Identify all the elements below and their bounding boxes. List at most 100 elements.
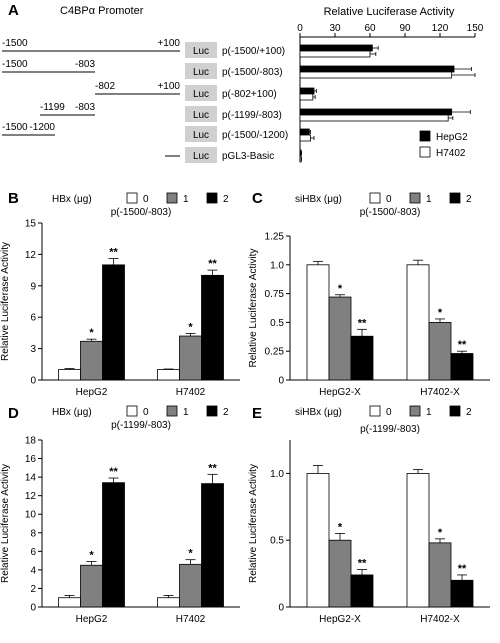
significance-mark: *: [338, 283, 343, 295]
luc-label: Luc: [193, 130, 209, 141]
bar-h7402-x-2: [450, 579, 474, 608]
legend-swatch-2: [449, 405, 461, 417]
y-tick-label: 12: [25, 250, 37, 261]
construct-right-label: -1200: [29, 122, 55, 133]
chart-a-title: Relative Luciferase Activity: [324, 6, 455, 18]
legend-label: 1: [183, 407, 189, 418]
y-axis-label: Relative Luciferase Activity: [0, 242, 11, 361]
category-label: HepG2: [76, 614, 108, 625]
legend-label: H7402: [436, 148, 466, 159]
legend-swatch-1: [409, 405, 421, 417]
bar-h7402-0: [157, 597, 180, 608]
chart-subtitle: p(-1500/-803): [360, 207, 421, 218]
bar-hepg2-x-2: [350, 574, 374, 608]
legend-label: 1: [183, 194, 189, 205]
bar-hepg2-0: [58, 597, 81, 608]
construct-right-label: -803: [75, 59, 95, 70]
legend-label: 2: [223, 407, 229, 418]
x-tick-label: 90: [399, 23, 411, 34]
promoter-title: C4BPα Promoter: [60, 5, 144, 17]
bar-hepg2-1: [80, 564, 103, 608]
construct-left-label: -1199: [40, 102, 65, 113]
panel-b: B HBx (μg) 0 1 2p(-1500/-803)03691215Relati…: [0, 190, 240, 398]
y-tick-label: 8: [30, 528, 36, 539]
legend-label: 2: [466, 407, 472, 418]
legend-label: 1: [426, 407, 432, 418]
category-label: HepG2: [76, 387, 108, 398]
bar-h7402-x-2: [450, 353, 474, 381]
bar-h7402: [299, 114, 449, 122]
bar-hepg2-0: [58, 369, 81, 381]
bar-hepg2: [299, 149, 302, 157]
construct-name: p(-1500/-803): [222, 67, 283, 78]
legend-label: 0: [143, 407, 149, 418]
significance-mark: **: [109, 466, 118, 478]
category-label: H7402: [176, 387, 206, 398]
construct-left-label: -1500: [2, 59, 28, 70]
significance-mark: *: [89, 327, 94, 339]
chart-subtitle: p(-1500/-803): [111, 207, 172, 218]
legend-swatch-1: [409, 192, 421, 204]
bar-hepg2-2: [102, 482, 125, 608]
legend-swatch-0: [126, 192, 138, 204]
category-label: H7402-X: [420, 614, 460, 625]
luc-label: Luc: [193, 67, 209, 78]
legend-swatch-0: [369, 192, 381, 204]
bar-h7402-x-0: [406, 472, 430, 608]
significance-mark: **: [358, 317, 367, 329]
panel-letter-c: C: [252, 190, 263, 207]
category-label: HepG2-X: [319, 387, 361, 398]
y-tick-label: 16: [25, 454, 37, 465]
significance-mark: *: [338, 522, 343, 534]
bar-hepg2: [299, 65, 455, 73]
y-tick-label: 0.25: [265, 347, 285, 358]
legend-label: 1: [426, 194, 432, 205]
significance-mark: **: [208, 462, 217, 474]
y-tick-label: 3: [30, 344, 36, 355]
y-tick-label: 2: [30, 584, 36, 595]
y-tick-label: 0: [278, 603, 284, 614]
luc-box: [185, 63, 217, 79]
legend-swatch-2: [449, 192, 461, 204]
legend-label: 0: [386, 194, 392, 205]
y-tick-label: 12: [25, 491, 37, 502]
bar-hepg2: [299, 44, 373, 52]
legend-swatch-0: [369, 405, 381, 417]
construct-right-label: -803: [75, 102, 95, 113]
treatment-label: HBx (μg): [52, 407, 92, 418]
luc-box: [185, 126, 217, 142]
bar-h7402-1: [179, 335, 202, 381]
legend-swatch-0: [126, 405, 138, 417]
construct-right-label: +100: [157, 38, 180, 49]
luc-box: [185, 106, 217, 122]
y-tick-label: 9: [30, 281, 36, 292]
y-tick-label: 6: [30, 547, 36, 558]
legend-swatch-1: [166, 405, 178, 417]
bar-hepg2-x-0: [306, 264, 330, 381]
bar-h7402-1: [179, 563, 202, 608]
luc-box: [185, 147, 217, 163]
luc-box: [185, 42, 217, 58]
bar-h7402-x-1: [428, 542, 452, 608]
bar-h7402: [299, 50, 371, 58]
luc-label: Luc: [193, 151, 209, 162]
legend-label: HepG2: [436, 132, 468, 143]
significance-mark: **: [109, 247, 118, 259]
chart-subtitle: p(-1199/-803): [360, 424, 420, 435]
legend-swatch-h7402: [419, 146, 431, 158]
y-tick-label: 15: [25, 219, 37, 230]
y-tick-label: 4: [30, 565, 36, 576]
bar-hepg2: [299, 87, 315, 95]
luc-label: Luc: [193, 89, 209, 100]
panel-e: E siHBx (μg) 0 1 2 p(-1199/-803) 0 0.5 1.0 Relat…: [248, 405, 490, 625]
bar-h7402-0: [157, 369, 180, 381]
bar-hepg2: [299, 128, 310, 136]
panel-letter-e: E: [252, 405, 262, 422]
category-label: H7402: [176, 614, 206, 625]
bar-hepg2-x-2: [350, 335, 374, 381]
bar-hepg2-x-1: [328, 296, 352, 381]
y-tick-label: 1.25: [265, 232, 285, 243]
y-tick-label: 0: [278, 376, 284, 387]
